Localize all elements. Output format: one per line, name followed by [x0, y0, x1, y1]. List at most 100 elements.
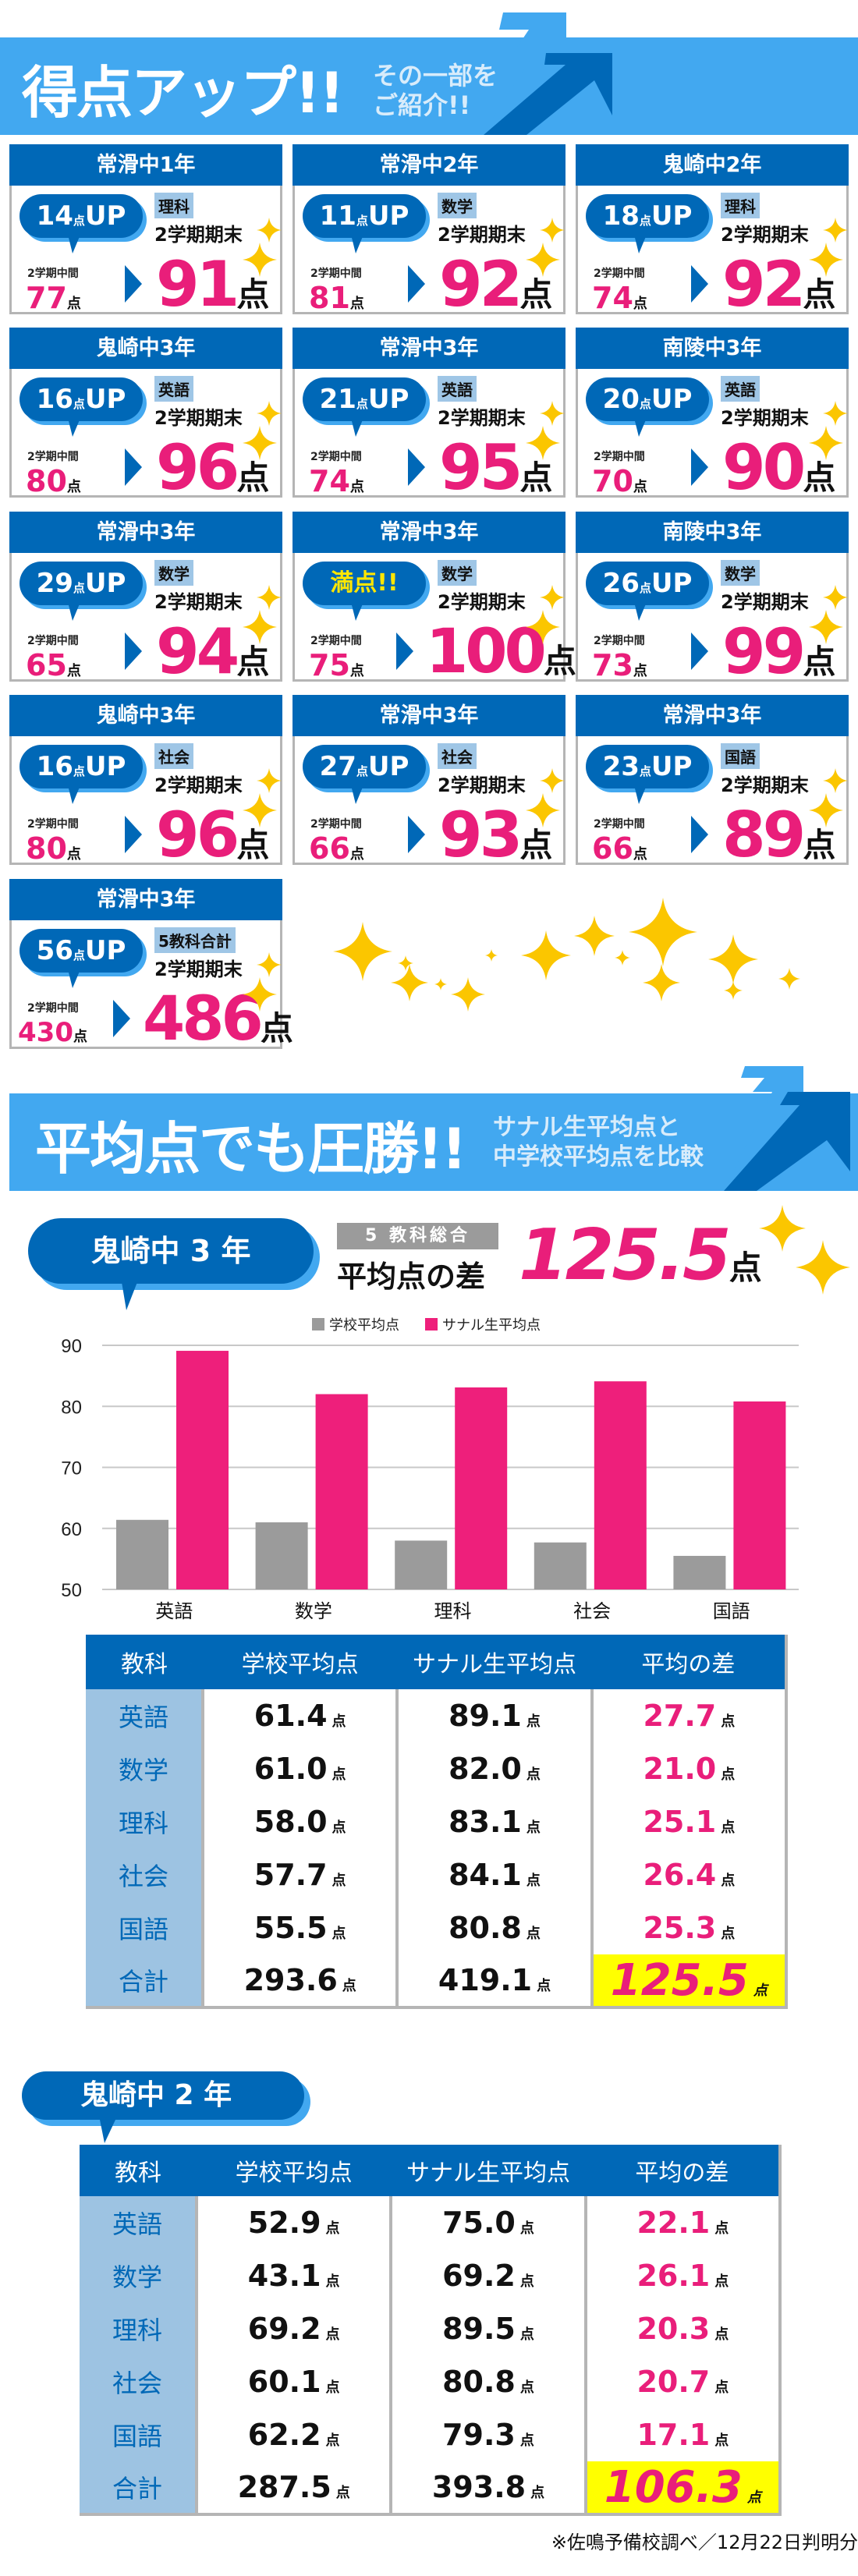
- before-score: 81点: [309, 283, 364, 319]
- score-card: 南陵中3年 20点UP 英語 2学期期末 2学期中間 70点 90点: [576, 328, 849, 499]
- school-label-oni3: 鬼崎中 3 年: [28, 1218, 314, 1310]
- unit: 点: [356, 214, 368, 228]
- table-header: 教科 学校平均点 サナル生平均点 平均の差: [86, 1635, 786, 1689]
- before-value: 74: [592, 281, 633, 315]
- value: 25.3: [643, 1911, 717, 1945]
- school-label-text: 鬼崎中 2 年: [80, 2079, 232, 2111]
- sparkle-icon: [823, 218, 848, 243]
- bar-school: [534, 1542, 587, 1589]
- value-cell: 27.7 点: [590, 1689, 786, 1742]
- subject-cell: 国語: [80, 2408, 197, 2461]
- up-value: 21: [319, 384, 356, 415]
- before-value: 74: [309, 464, 350, 498]
- mid-term-label: 2学期中間: [594, 635, 645, 647]
- unit: 点: [332, 1766, 346, 1783]
- unit: 点: [73, 214, 85, 228]
- value-cell: 82.0 点: [395, 1742, 592, 1795]
- value-cell: 61.0 点: [200, 1742, 398, 1795]
- before-score: 65点: [26, 650, 81, 686]
- unit: 点: [633, 663, 647, 679]
- score-card: 常滑中3年 23点UP 国語 2学期期末 2学期中間 66点 89点: [576, 695, 849, 866]
- value: 52.9: [247, 2206, 321, 2240]
- subject-cell: 英語: [86, 1689, 203, 1742]
- x-tick-label: 国語: [713, 1600, 750, 1622]
- value-cell: 80.8 点: [395, 1901, 592, 1954]
- value-cell: 419.1 点: [395, 1954, 592, 2007]
- unit: 点: [714, 2273, 729, 2290]
- sparkle-icon: [540, 585, 565, 610]
- bar-school: [673, 1555, 726, 1589]
- before-score: 74点: [309, 466, 364, 502]
- footnote: ※佐鳴予備校調べ／12月22日判明分: [551, 2532, 858, 2553]
- unit: 点: [519, 2273, 534, 2290]
- after-score: 96点: [156, 804, 269, 877]
- table-row: 国語 62.2 点 79.3 点 17.1 点: [80, 2408, 780, 2461]
- subject-cell: 数学: [80, 2249, 197, 2302]
- after-value: 100: [426, 617, 547, 687]
- value: 26.4: [643, 1858, 717, 1892]
- value: 419.1: [438, 1963, 533, 1997]
- subject-cell: 合計: [86, 1954, 203, 2007]
- term-label: 2学期期末: [721, 407, 809, 429]
- score-card: 常滑中2年 11点UP 数学 2学期期末 2学期中間 81点 92点: [292, 144, 566, 316]
- banner-title: 得点アップ!!: [22, 60, 345, 126]
- mid-term-label: 2学期中間: [27, 268, 79, 280]
- value: 75.0: [442, 2206, 516, 2240]
- term-label: 2学期期末: [154, 407, 243, 429]
- bar-school: [395, 1540, 448, 1589]
- arrow-right-icon: [125, 448, 142, 486]
- subject-tag: 数学: [438, 560, 477, 586]
- unit: 点: [639, 764, 651, 778]
- legend-label: 学校平均点: [329, 1317, 399, 1334]
- sparkle-icon: [724, 981, 743, 1000]
- arrow-right-icon: [113, 1000, 130, 1037]
- sparkle-icon: [796, 1240, 850, 1295]
- score-card: 鬼崎中3年 16点UP 英語 2学期期末 2学期中間 80点 96点: [9, 328, 282, 499]
- value: 27.7: [643, 1699, 717, 1733]
- value-cell: 80.8 点: [389, 2355, 586, 2408]
- sparkle-icon: [809, 426, 843, 460]
- score-card: 南陵中3年 26点UP 数学 2学期期末 2学期中間 73点 99点: [576, 512, 849, 683]
- subject-tag: 5教科合計: [154, 927, 236, 953]
- score-up-badge: 27点UP: [303, 745, 426, 804]
- unit: 点: [721, 1926, 736, 1942]
- arrow-right-icon: [691, 448, 708, 486]
- value-cell: 17.1 点: [583, 2408, 780, 2461]
- y-tick-label: 90: [61, 1336, 82, 1357]
- sparkle-icon: [243, 610, 277, 644]
- value: 61.0: [254, 1752, 328, 1786]
- score-up-badge: 18点UP: [586, 194, 709, 253]
- value-cell: 26.1 点: [583, 2249, 780, 2302]
- value-cell: 52.9 点: [194, 2196, 392, 2249]
- sparkle-icon: [451, 977, 485, 1012]
- column-header: サナル生平均点: [391, 2145, 586, 2196]
- sparkle-icon: [434, 978, 447, 990]
- before-score: 74点: [592, 283, 647, 319]
- before-value: 80: [26, 831, 67, 866]
- table-row: 英語 61.4 点 89.1 点 27.7 点: [86, 1689, 786, 1742]
- value-cell: 25.1 点: [590, 1795, 786, 1848]
- subtitle-line: ご紹介!!: [373, 90, 471, 120]
- sparkle-icon: [257, 401, 282, 426]
- term-label: 2学期期末: [438, 774, 526, 796]
- value-cell: 55.5 点: [200, 1901, 398, 1954]
- value-cell: 20.7 点: [583, 2355, 780, 2408]
- after-score: 94点: [156, 621, 269, 693]
- total-tag: 5 教科総合: [337, 1223, 498, 1249]
- unit: 点: [714, 2432, 729, 2449]
- unit: 点: [753, 1982, 768, 1999]
- unit: 点: [526, 1766, 541, 1783]
- subject-cell: 合計: [80, 2461, 197, 2514]
- banner-subtitle: その一部を ご紹介!!: [373, 61, 498, 120]
- up-suffix: UP: [651, 751, 693, 782]
- before-score: 80点: [26, 834, 81, 870]
- subject-tag: 理科: [721, 193, 760, 218]
- score-card: 常滑中3年 21点UP 英語 2学期期末 2学期中間 74点 95点: [292, 328, 566, 499]
- x-tick-label: 社会: [573, 1600, 611, 1622]
- sparkle-icon: [243, 977, 277, 1012]
- up-suffix: UP: [84, 568, 126, 599]
- up-suffix: UP: [651, 568, 693, 599]
- value-cell: 21.0 点: [590, 1742, 786, 1795]
- score-up-badge: 56点UP: [20, 929, 143, 988]
- score-up-badge: 20点UP: [586, 377, 709, 437]
